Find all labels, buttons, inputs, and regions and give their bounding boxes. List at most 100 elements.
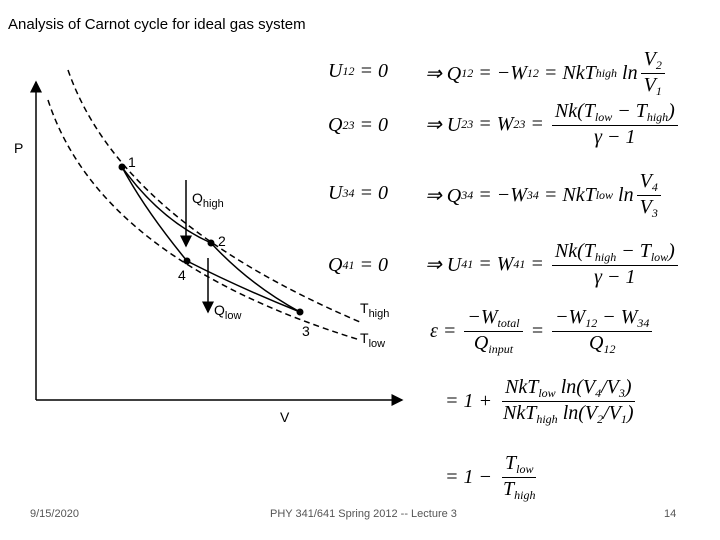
eq-subscript: 41 <box>513 257 526 271</box>
eq-text: = W <box>473 113 514 135</box>
fraction: V4 V3 <box>636 170 661 221</box>
eq-text: U <box>328 182 343 204</box>
fraction: −W12 − W34 Q12 <box>552 306 653 357</box>
eq-text: − T <box>612 100 647 122</box>
point-label: 3 <box>302 323 310 339</box>
denominator: Thigh <box>500 478 538 503</box>
eq-text: NkT <box>505 376 539 398</box>
eq-text: /V <box>601 376 619 398</box>
eq-text: ⇒ Q <box>425 185 462 207</box>
equation: ⇒ Q 34 = −W 34 = NkT low ln V4 V3 <box>425 170 664 221</box>
eq-subscript: low <box>594 110 613 124</box>
eq-text: ) <box>624 376 632 398</box>
eq-subscript: 12 <box>461 66 474 80</box>
y-axis-label: P <box>14 140 23 156</box>
eq-subscript: 34 <box>342 186 355 200</box>
process-12 <box>121 166 212 244</box>
label-part: Q <box>214 302 225 318</box>
numerator: Nk(Thigh − Tlow) <box>551 240 678 266</box>
eq-subscript: 34 <box>526 188 539 202</box>
eq-subscript: 4 <box>595 386 602 400</box>
footer-course: PHY 341/641 Spring 2012 -- Lecture 3 <box>270 508 457 520</box>
eq-text: V <box>639 170 652 192</box>
eq-text: = <box>525 113 549 135</box>
eq-text: − T <box>616 240 651 262</box>
eq-text: V <box>639 196 652 218</box>
denominator: V3 <box>637 196 661 221</box>
eq-text: ln(V <box>555 376 596 398</box>
process-41 <box>121 166 188 262</box>
eq-text: = NkT <box>538 62 596 84</box>
eq-text: ε = <box>430 320 462 342</box>
pv-diagram: P V 1 2 3 4 Qhigh Qlow Thigh Tlow <box>14 69 404 425</box>
eq-subscript: high <box>646 110 669 124</box>
fraction: −Wtotal Qinput <box>464 306 523 357</box>
eq-text: γ − 1 <box>594 266 636 288</box>
fraction: V2 V1 <box>640 48 665 99</box>
numerator: Nk(Tlow − Thigh) <box>551 100 678 126</box>
eq-subscript: 4 <box>651 180 658 194</box>
label-part: low <box>369 338 386 350</box>
point-label: 4 <box>178 267 186 283</box>
equation: U 34 = 0 <box>328 182 388 205</box>
point <box>207 239 215 247</box>
point <box>183 257 191 265</box>
label-part: high <box>369 308 390 320</box>
isotherm-low <box>47 99 361 341</box>
label-part: high <box>203 198 224 210</box>
label-part: low <box>225 310 242 322</box>
numerator: Tlow <box>502 452 537 478</box>
point-label: 2 <box>218 233 226 249</box>
eq-subscript: 23 <box>461 117 474 131</box>
eq-text: = 0 <box>354 182 388 204</box>
eq-subscript: 12 <box>603 342 616 356</box>
equation: U 12 = 0 <box>328 60 388 83</box>
t-low-label: Tlow <box>360 330 385 350</box>
equation: ⇒ U 23 = W 23 = Nk(Tlow − Thigh) γ − 1 <box>425 100 681 149</box>
eq-subscript: input <box>488 342 514 356</box>
eq-subscript: high <box>594 250 617 264</box>
eq-text: ln(V <box>557 402 598 424</box>
equation: ⇒ Q 12 = −W 12 = NkT high ln V2 V1 <box>425 48 668 99</box>
eq-text: Nk(T <box>554 240 595 262</box>
eq-text: ln <box>617 62 638 84</box>
eq-subscript: 12 <box>526 66 539 80</box>
denominator: Q12 <box>586 332 618 357</box>
process-23 <box>210 242 301 313</box>
equation: = 1 − Tlow Thigh <box>440 452 541 503</box>
equation: ε = −Wtotal Qinput = −W12 − W34 Q12 <box>430 306 655 357</box>
equation: ⇒ U 41 = W 41 = Nk(Thigh − Tlow) γ − 1 <box>425 240 681 289</box>
eq-subscript: low <box>650 250 669 264</box>
eq-text: NkT <box>503 402 537 424</box>
eq-subscript: 12 <box>585 316 598 330</box>
eq-subscript: 23 <box>513 117 526 131</box>
eq-subscript: low <box>595 188 614 202</box>
eq-text: = −W <box>473 184 527 206</box>
denominator: V1 <box>641 74 665 99</box>
eq-text: ) <box>668 100 675 122</box>
eq-text: = 0 <box>354 114 388 136</box>
eq-text: = 0 <box>354 60 388 82</box>
point-label: 1 <box>128 154 136 170</box>
eq-subscript: low <box>516 462 534 476</box>
point <box>296 308 304 316</box>
eq-text: = 1 − <box>440 466 497 488</box>
numerator: −W12 − W34 <box>552 306 653 332</box>
eq-subscript: high <box>514 488 536 502</box>
eq-subscript: 34 <box>461 188 474 202</box>
eq-subscript: low <box>538 386 556 400</box>
fraction: NkTlow ln(V4/V3) NkThigh ln(V2/V1) <box>500 376 637 427</box>
footer-date: 9/15/2020 <box>30 508 79 520</box>
equation: Q 41 = 0 <box>328 254 388 277</box>
eq-subscript: 41 <box>342 258 355 272</box>
eq-text: V <box>643 48 656 70</box>
eq-text: ) <box>668 240 675 262</box>
slide-title: Analysis of Carnot cycle for ideal gas s… <box>8 16 306 33</box>
eq-subscript: 2 <box>655 58 662 72</box>
fraction: Nk(Tlow − Thigh) γ − 1 <box>551 100 678 149</box>
eq-text: Nk(T <box>554 100 595 122</box>
eq-text: = NkT <box>538 184 596 206</box>
eq-subscript: 41 <box>461 257 474 271</box>
numerator: −Wtotal <box>464 306 523 332</box>
